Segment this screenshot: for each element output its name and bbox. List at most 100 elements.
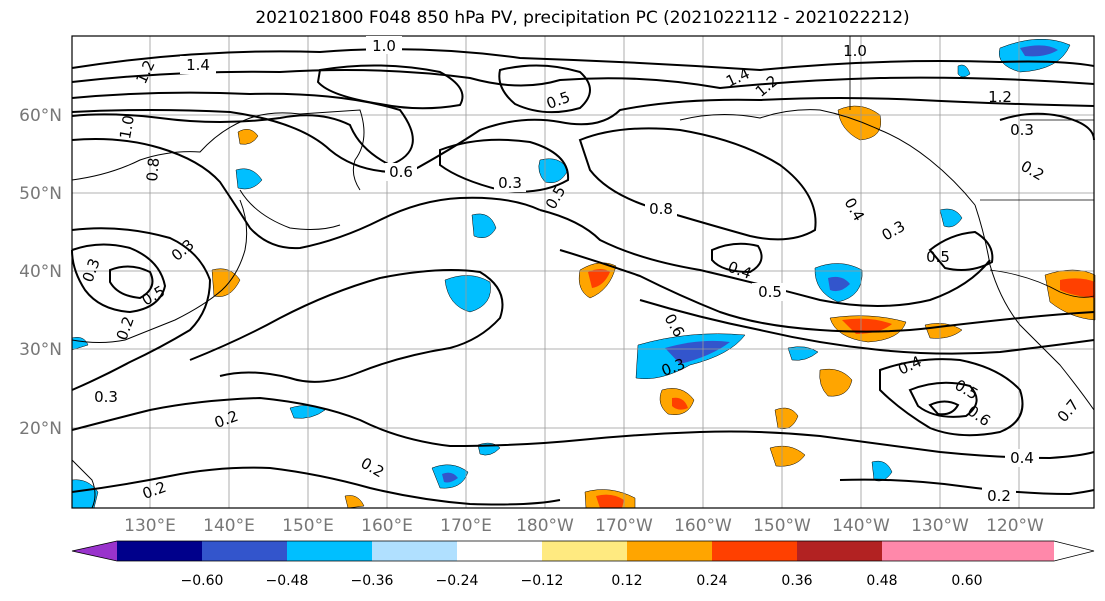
precip-blob — [828, 276, 850, 292]
lon-label: 170°E — [440, 516, 492, 536]
graticule — [72, 36, 1094, 508]
contour-label: 0.3 — [79, 256, 104, 285]
lon-label: 160°E — [361, 516, 413, 536]
coastlines — [71, 109, 1095, 509]
precip-blob — [588, 269, 610, 288]
precip-blob — [957, 64, 971, 78]
contour-label: 1.2 — [132, 57, 158, 86]
contour-label: 0.6 — [389, 163, 413, 181]
map-frame — [71, 35, 1095, 509]
colorbar-tick: 0.36 — [781, 573, 812, 589]
precip-blob — [289, 405, 326, 419]
lat-label: 40°N — [19, 262, 62, 282]
colorbar-tick: 0.12 — [611, 573, 642, 589]
colorbar-segment — [202, 541, 287, 561]
precip-blob — [538, 158, 569, 183]
contour-label: 1.0 — [843, 42, 867, 60]
colorbar-tick: 0.24 — [696, 573, 727, 589]
contour-label: 0.6 — [964, 402, 994, 430]
lon-label: 120°W — [986, 516, 1044, 536]
colorbar-tick: 0.48 — [866, 573, 897, 589]
colorbar-tick: 0.60 — [951, 573, 982, 589]
contour-label: 0.2 — [358, 454, 388, 482]
precip-blob — [672, 397, 688, 410]
colorbar-tick: −0.36 — [351, 573, 394, 589]
chart-title: 2021021800 F048 850 hPa PV, precipitatio… — [255, 8, 910, 28]
precip-blob — [1060, 278, 1095, 298]
precip-blob — [819, 368, 853, 397]
lon-label: 140°W — [832, 516, 890, 536]
contour-label: 0.2 — [987, 487, 1011, 505]
precip-blob — [235, 168, 263, 190]
precip-blob — [211, 268, 241, 297]
colorbar-segment — [797, 541, 882, 561]
contour-label: 0.3 — [498, 174, 522, 192]
colorbar-outline — [71, 540, 1095, 562]
precip-shading — [71, 38, 1096, 509]
colorbar-segment — [712, 541, 797, 561]
precip-blob — [444, 275, 491, 313]
precip-blob — [71, 337, 89, 351]
lon-label: 140°E — [203, 516, 255, 536]
contour-label: 0.8 — [143, 157, 163, 182]
contour-label: 0.3 — [1010, 121, 1034, 139]
precip-blob — [842, 318, 892, 334]
contour-label: 0.4 — [1010, 449, 1034, 467]
contour-label: 0.4 — [725, 258, 754, 283]
precip-blob — [71, 479, 99, 509]
contour-label: 0.5 — [542, 183, 570, 213]
colorbar-segment — [72, 541, 117, 561]
colorbar-segment — [627, 541, 712, 561]
colorbar-segment — [372, 541, 457, 561]
lat-label: 30°N — [19, 340, 62, 360]
colorbar-segment — [542, 541, 627, 561]
precip-blob — [871, 460, 893, 482]
precip-blob — [837, 105, 882, 141]
contour-label: 1.4 — [186, 56, 210, 74]
boundaries — [849, 36, 1095, 298]
colorbar-segment — [117, 541, 202, 561]
precip-blob — [471, 213, 497, 238]
precip-blob — [344, 495, 365, 509]
precip-blob — [665, 340, 730, 364]
lat-label: 20°N — [19, 419, 62, 439]
lon-label: 130°E — [124, 516, 176, 536]
latitude-labels: 60°N 50°N 40°N 30°N 20°N — [19, 106, 62, 439]
colorbar-tick: −0.60 — [181, 573, 224, 589]
contour-label: 0.5 — [758, 283, 782, 301]
lon-label: 130°W — [911, 516, 969, 536]
colorbar-segment — [882, 541, 1054, 561]
lon-label: 150°E — [282, 516, 334, 536]
lat-label: 50°N — [19, 184, 62, 204]
contour-label: 1.0 — [372, 37, 396, 55]
lon-label: 150°W — [753, 516, 811, 536]
lon-label: 180°W — [516, 516, 574, 536]
contour-label: 0.4 — [841, 195, 869, 225]
lat-label: 60°N — [19, 106, 62, 126]
colorbar-tick: −0.24 — [436, 573, 479, 589]
precip-blob — [596, 494, 624, 508]
contour-label: 1.0 — [116, 114, 138, 141]
longitude-labels: 130°E 140°E 150°E 160°E 170°E 180°W 170°… — [124, 516, 1044, 536]
contour-label: 0.5 — [139, 282, 169, 310]
contour-label: 0.2 — [1018, 157, 1048, 185]
precip-blob — [442, 472, 458, 483]
colorbar: −0.60 −0.48 −0.36 −0.24 −0.12 0.12 0.24 … — [71, 540, 1095, 589]
precip-blob — [1020, 45, 1058, 57]
colorbar-segment — [457, 541, 542, 561]
contour-label: 0.7 — [1054, 396, 1083, 426]
contour-label: 0.8 — [649, 200, 673, 218]
contour-label: 0.2 — [113, 314, 138, 343]
colorbar-segment — [287, 541, 372, 561]
contour-label: 1.2 — [988, 88, 1012, 106]
contour-label: 0.4 — [895, 352, 924, 378]
contour-label: 1.2 — [752, 72, 782, 101]
precip-blob — [769, 445, 806, 467]
precip-blob — [787, 346, 819, 361]
colorbar-tick: −0.48 — [266, 573, 309, 589]
precip-blob — [237, 129, 259, 145]
colorbar-tick: −0.12 — [521, 573, 564, 589]
contour-label: 0.3 — [879, 217, 909, 245]
contour-label: 0.3 — [94, 388, 118, 406]
